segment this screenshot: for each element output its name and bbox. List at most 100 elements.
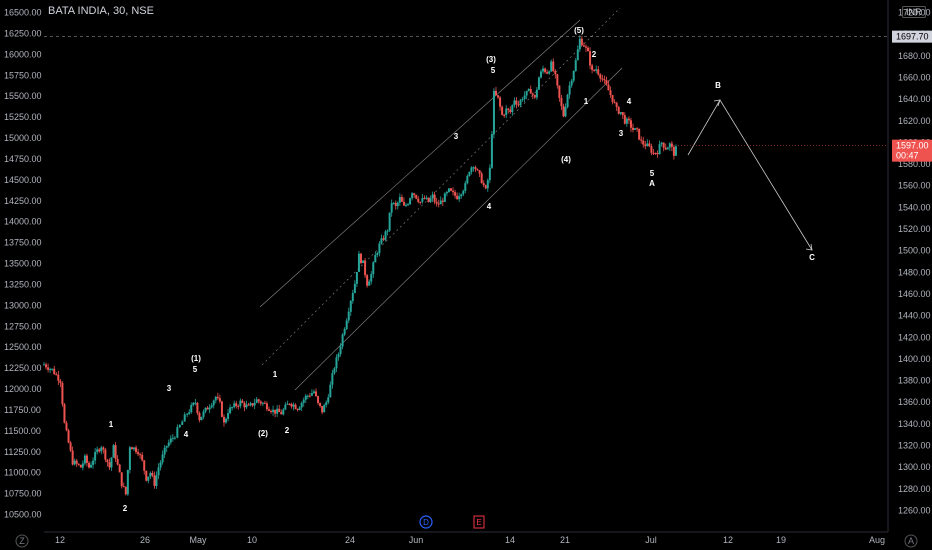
time-tick-label: 12 [723, 535, 733, 545]
right-tick-label: 1640.00 [898, 94, 931, 104]
candle-body [204, 407, 207, 412]
left-tick-label: 15750.00 [4, 70, 42, 80]
candle-body [214, 396, 217, 401]
left-tick-label: 14250.00 [4, 196, 42, 206]
wave-label: A [649, 179, 655, 188]
candle-body [505, 108, 508, 115]
candle-body [445, 191, 448, 194]
candle-body [290, 403, 293, 407]
candle-body [231, 407, 234, 409]
candle-body [642, 140, 645, 145]
earnings-event-label: E [476, 518, 481, 527]
time-tick-label: 24 [345, 535, 355, 545]
candle-body [274, 409, 277, 414]
candle-body [124, 486, 127, 495]
candle-body [116, 458, 119, 465]
candle-body [317, 396, 320, 403]
candle-body [407, 204, 410, 206]
time-tick-label: Jun [409, 535, 424, 545]
time-axis[interactable]: 12 26 May 10 24 Jun 14 21 Jul 12 19 Aug [55, 535, 885, 545]
left-tick-label: 12750.00 [4, 321, 42, 331]
candle-body [130, 447, 133, 450]
wave-label: 3 [167, 384, 172, 393]
candle-body [251, 403, 254, 406]
candle-body [548, 71, 551, 74]
wave-label: 3 [454, 132, 459, 141]
candle-body [497, 95, 500, 98]
candle-body [488, 167, 491, 181]
candle-body [584, 46, 587, 48]
candle-body [636, 128, 639, 130]
candle-body [122, 486, 125, 488]
candle-body [143, 460, 146, 471]
left-tick-label: 15000.00 [4, 133, 42, 143]
candle-body [402, 201, 405, 206]
wave-label: 5 [491, 66, 496, 75]
earnings-event-icon [473, 515, 485, 529]
candle-body [460, 194, 463, 197]
right-tick-label: 1320.00 [898, 441, 931, 451]
candle-body [298, 407, 301, 410]
candle-body [351, 292, 354, 302]
candle-body [533, 94, 536, 98]
candle-body [241, 400, 244, 403]
time-tick-label: 12 [55, 535, 65, 545]
left-tick-label: 16250.00 [4, 28, 42, 38]
candle-body [562, 106, 565, 117]
wave-label: (3) [486, 55, 496, 64]
candle-body [652, 152, 655, 154]
timezone-label: Z [19, 536, 25, 546]
candle-body [331, 373, 334, 385]
candle-body [597, 69, 600, 75]
right-tick-label: 1580.00 [898, 159, 931, 169]
candle-body [128, 447, 131, 470]
candle-body [587, 47, 590, 52]
candle-body [257, 399, 260, 402]
candle-body [192, 402, 195, 406]
time-tick-label: 10 [247, 535, 257, 545]
candle-body [490, 134, 493, 168]
candle-body [439, 200, 442, 205]
candle-body [499, 97, 502, 107]
candle-body [638, 128, 641, 140]
wave-label: 3 [619, 129, 624, 138]
right-tick-label: 1300.00 [898, 462, 931, 472]
last-price-label: 1597.00 [896, 141, 929, 151]
time-tick-label: May [189, 535, 207, 545]
candle-body [539, 71, 542, 78]
right-tick-label: 1260.00 [898, 506, 931, 516]
candle-body [603, 79, 606, 81]
candle-body [94, 451, 97, 461]
candle-body [102, 447, 105, 450]
candle-body [92, 460, 95, 465]
candle-body [554, 71, 557, 75]
currency-badge[interactable]: INR [902, 6, 926, 18]
right-tick-label: 1540.00 [898, 202, 931, 212]
projection-arrow [687, 99, 813, 251]
candle-body [112, 445, 115, 458]
candle-body [419, 201, 422, 203]
candle-body [141, 454, 144, 461]
left-price-axis: 16500.00 16250.00 16000.00 15750.00 15500.00… [4, 8, 42, 520]
candle-body [521, 99, 524, 101]
candle-body [120, 472, 123, 487]
candle-body [114, 445, 117, 459]
auto-scale-label: A [908, 536, 914, 546]
candle-body [159, 462, 162, 468]
candle-body [382, 238, 385, 240]
candle-body [210, 405, 213, 408]
candle-body [589, 51, 592, 66]
candle-body [449, 188, 452, 191]
candle-body [523, 95, 526, 100]
candle-body [139, 454, 142, 456]
candle-body [421, 198, 424, 202]
candle-body [104, 449, 107, 460]
right-price-axis[interactable]: 1720.001700.001680.001660.001640.001620.… [898, 8, 931, 516]
candle-body [237, 406, 240, 408]
candle-body [411, 193, 414, 199]
candle-body [625, 118, 628, 124]
chart-title: BATA INDIA, 30, NSE [48, 5, 154, 17]
candle-body [666, 147, 669, 150]
